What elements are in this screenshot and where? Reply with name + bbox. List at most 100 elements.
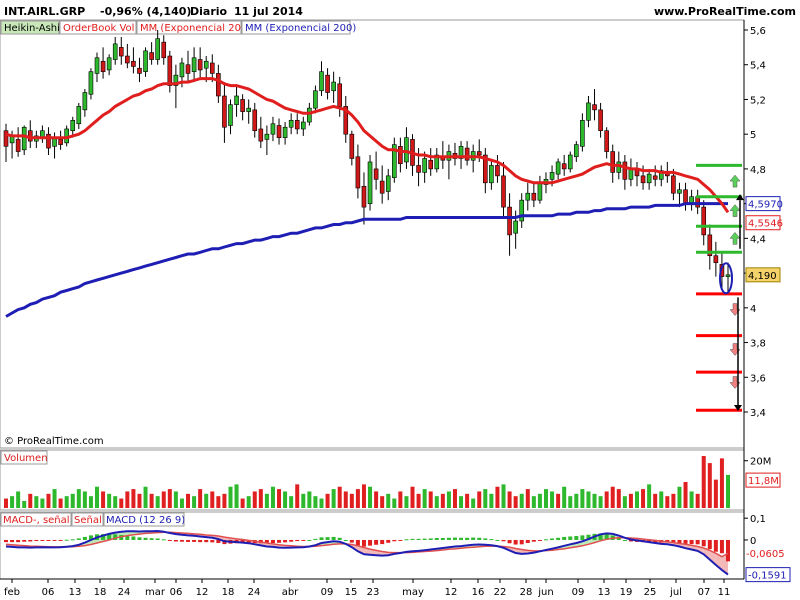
volume-bar [653,493,658,508]
candle [671,168,676,201]
macd-histogram-bar [361,539,366,547]
tag-heikin-ashi-bg[interactable] [0,20,60,35]
volume-bar [483,489,488,508]
candle-body [404,137,409,163]
macd-fill [709,550,716,566]
macd-hist-tag[interactable]: MACD-, señal [3,515,70,526]
candle-body [21,126,27,151]
tag-orderbook-bg[interactable] [59,20,137,35]
volume-bar [76,489,81,508]
candle-body [228,104,233,126]
candle-body [203,60,209,69]
candle [464,141,470,166]
candle [422,151,427,183]
candle-body [428,159,434,170]
candle-body [695,196,700,208]
volume-tag-bg[interactable] [0,450,48,465]
macd-histogram-bar [507,539,512,544]
candle [131,47,136,74]
tag-orderbook[interactable]: OrderBook Vol [63,23,134,34]
x-tick-label: jun [537,587,553,598]
volume-bar [634,491,639,508]
macd-tag-bg[interactable] [103,512,185,527]
macd-histogram-bar [550,538,555,540]
volume-bar [349,493,354,508]
y-tick-label: 5,4 [750,61,766,72]
macd-hist-tag-bg[interactable] [0,512,72,527]
volume-bar [495,486,500,508]
volume-bar [641,489,646,508]
volume-bar [82,491,87,508]
volume-bar [374,491,379,508]
candle-body [179,62,185,78]
x-tick-label: 15 [345,587,358,598]
x-tick-label: 06 [42,587,55,598]
candle-body [264,133,270,140]
candle [173,64,179,109]
candle-body [88,71,94,95]
date-label: 11 jul 2014 [234,5,303,18]
signal-tag-bg[interactable] [71,512,104,527]
tag-ema200-bg[interactable] [241,20,351,35]
candle-body [604,130,609,152]
volume-bar [677,486,682,508]
candle [385,168,391,201]
volume-bar [537,493,542,508]
candle-body [495,165,500,177]
volume-tag[interactable]: Volumen [4,453,48,464]
macd-histogram-bar [580,535,585,540]
macd-histogram-bar [452,537,457,540]
candle [398,137,403,173]
candle-body [282,126,288,138]
candle [646,168,652,190]
macd-histogram-bar [368,539,373,546]
volume-bar [283,491,288,508]
volume-bar [616,489,621,508]
tag-ema200[interactable]: MM (Exponencial 200) [245,23,356,34]
volume-bar [28,493,33,508]
macd-histogram-bar [695,539,700,545]
last-price-tag-bg [745,267,781,283]
volume-bar [465,493,470,508]
macd-histogram-bar [477,537,482,540]
volume-bar [70,493,75,508]
volume-bar [604,491,609,508]
tag-heikin-ashi[interactable]: Heikin-Ashi [4,23,60,34]
copyright-label: © ProRealTime.com [4,436,104,447]
volume-bar [392,498,397,508]
macd-fill [357,545,364,555]
macd-histogram-bar [270,539,275,544]
candle [567,151,573,173]
macd-histogram-bar [707,539,712,550]
volume-bar [313,496,318,508]
x-tick-label: 22 [494,587,507,598]
macd-tag[interactable]: MACD (12 26 9) [106,515,185,526]
macd-histogram-bar [459,537,464,540]
macd-fill [703,548,710,560]
volume-bar [507,491,512,508]
candle-body [100,60,106,72]
candle [701,200,707,246]
candle [300,116,306,136]
x-tick-label: 25 [644,587,657,598]
candle-body [131,60,136,67]
candle-body [464,147,470,161]
tag-ema20[interactable]: MM (Exponencial 20) [140,23,245,34]
macd-histogram-bar [113,534,118,540]
volume-bar [222,493,227,508]
macd-histogram-bar [677,539,682,544]
x-tick-label: jul [669,587,682,598]
signal-tag[interactable]: Señal [74,515,102,526]
volume-bar [562,486,567,508]
macd-histogram-bar [137,537,142,540]
volume-bar [52,489,57,508]
candle [149,42,154,65]
tag-ema20-bg[interactable] [136,20,242,35]
macd-histogram-bar [52,539,57,541]
macd-histogram-bar [501,539,506,542]
candle [288,113,294,135]
x-tick-label: 09 [321,587,334,598]
macd-histogram-bar [671,539,676,543]
candle [531,182,537,208]
candle [197,47,203,79]
